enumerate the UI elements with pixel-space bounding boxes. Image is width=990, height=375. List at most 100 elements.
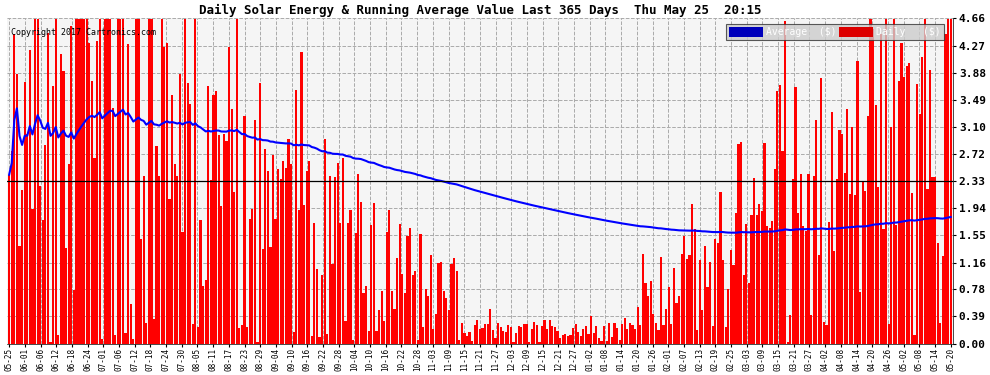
Bar bbox=[365, 286, 367, 344]
Bar bbox=[784, 21, 786, 344]
Bar bbox=[440, 262, 443, 344]
Bar bbox=[486, 324, 489, 344]
Text: Copyright 2017 Cartronics.com: Copyright 2017 Cartronics.com bbox=[11, 28, 156, 37]
Bar bbox=[774, 169, 776, 344]
Bar bbox=[619, 340, 621, 344]
Bar bbox=[37, 19, 39, 344]
Bar bbox=[712, 326, 714, 344]
Bar bbox=[8, 175, 10, 344]
Bar bbox=[373, 202, 375, 344]
Bar bbox=[887, 324, 890, 344]
Bar bbox=[595, 326, 597, 344]
Bar bbox=[646, 297, 649, 344]
Bar bbox=[455, 271, 457, 344]
Bar bbox=[541, 326, 544, 344]
Bar bbox=[99, 19, 101, 344]
Bar bbox=[877, 187, 879, 344]
Bar bbox=[158, 176, 160, 344]
Bar bbox=[720, 192, 722, 344]
Bar bbox=[422, 327, 424, 344]
Bar bbox=[282, 160, 284, 344]
Bar bbox=[944, 34, 946, 344]
Bar bbox=[277, 169, 279, 344]
Bar bbox=[399, 224, 401, 344]
Bar bbox=[316, 269, 318, 344]
Bar bbox=[272, 154, 274, 344]
Bar bbox=[300, 52, 303, 344]
Bar bbox=[42, 220, 44, 344]
Bar bbox=[768, 228, 771, 344]
Bar bbox=[590, 315, 592, 344]
Bar bbox=[694, 230, 696, 344]
Bar bbox=[308, 161, 310, 344]
Bar bbox=[24, 81, 26, 344]
Bar bbox=[391, 291, 393, 344]
Bar bbox=[163, 47, 165, 344]
Bar bbox=[828, 222, 831, 344]
Bar bbox=[133, 339, 135, 344]
Bar bbox=[471, 340, 473, 344]
Bar bbox=[380, 291, 383, 344]
Bar bbox=[616, 328, 618, 344]
Bar bbox=[340, 223, 342, 344]
Bar bbox=[45, 146, 47, 344]
Bar bbox=[634, 329, 637, 344]
Bar bbox=[57, 335, 59, 344]
Bar bbox=[815, 120, 818, 344]
Bar bbox=[453, 258, 455, 344]
Bar bbox=[378, 310, 380, 344]
Bar bbox=[83, 19, 85, 344]
Bar bbox=[797, 213, 799, 344]
Bar bbox=[935, 177, 937, 344]
Bar bbox=[438, 263, 440, 344]
Bar bbox=[546, 329, 548, 344]
Bar bbox=[138, 19, 140, 344]
Bar bbox=[492, 330, 494, 344]
Bar bbox=[19, 246, 21, 344]
Bar bbox=[155, 146, 157, 344]
Bar bbox=[657, 330, 659, 344]
Bar bbox=[334, 177, 337, 344]
Bar bbox=[239, 327, 241, 344]
Bar bbox=[500, 327, 502, 344]
Bar bbox=[921, 57, 924, 344]
Bar bbox=[872, 29, 874, 344]
Bar bbox=[13, 33, 16, 344]
Bar bbox=[215, 91, 217, 344]
Bar bbox=[202, 285, 204, 344]
Bar bbox=[624, 318, 626, 344]
Bar bbox=[593, 333, 595, 344]
Bar bbox=[577, 332, 579, 344]
Bar bbox=[109, 19, 111, 344]
Bar bbox=[160, 19, 163, 344]
Bar bbox=[598, 338, 600, 344]
Bar bbox=[807, 174, 810, 344]
Bar bbox=[515, 333, 517, 344]
Bar bbox=[738, 144, 740, 344]
Bar bbox=[375, 331, 377, 344]
Bar bbox=[627, 329, 629, 344]
Bar bbox=[947, 19, 949, 344]
Bar bbox=[106, 19, 109, 344]
Bar bbox=[233, 192, 236, 344]
Bar bbox=[228, 47, 230, 344]
Bar bbox=[566, 336, 569, 344]
Bar bbox=[446, 298, 447, 344]
Bar bbox=[311, 336, 313, 344]
Bar bbox=[614, 323, 616, 344]
Bar bbox=[851, 127, 853, 344]
Bar bbox=[435, 315, 437, 344]
Bar bbox=[665, 309, 667, 344]
Bar bbox=[747, 283, 750, 344]
Bar bbox=[733, 265, 735, 344]
Bar bbox=[226, 141, 228, 344]
Bar bbox=[231, 109, 233, 344]
Bar bbox=[502, 331, 504, 344]
Bar bbox=[362, 293, 364, 344]
Bar bbox=[802, 226, 804, 344]
Bar bbox=[771, 221, 773, 344]
Bar bbox=[662, 325, 664, 344]
Bar bbox=[72, 290, 75, 344]
Bar bbox=[407, 236, 409, 344]
Bar bbox=[735, 213, 738, 344]
